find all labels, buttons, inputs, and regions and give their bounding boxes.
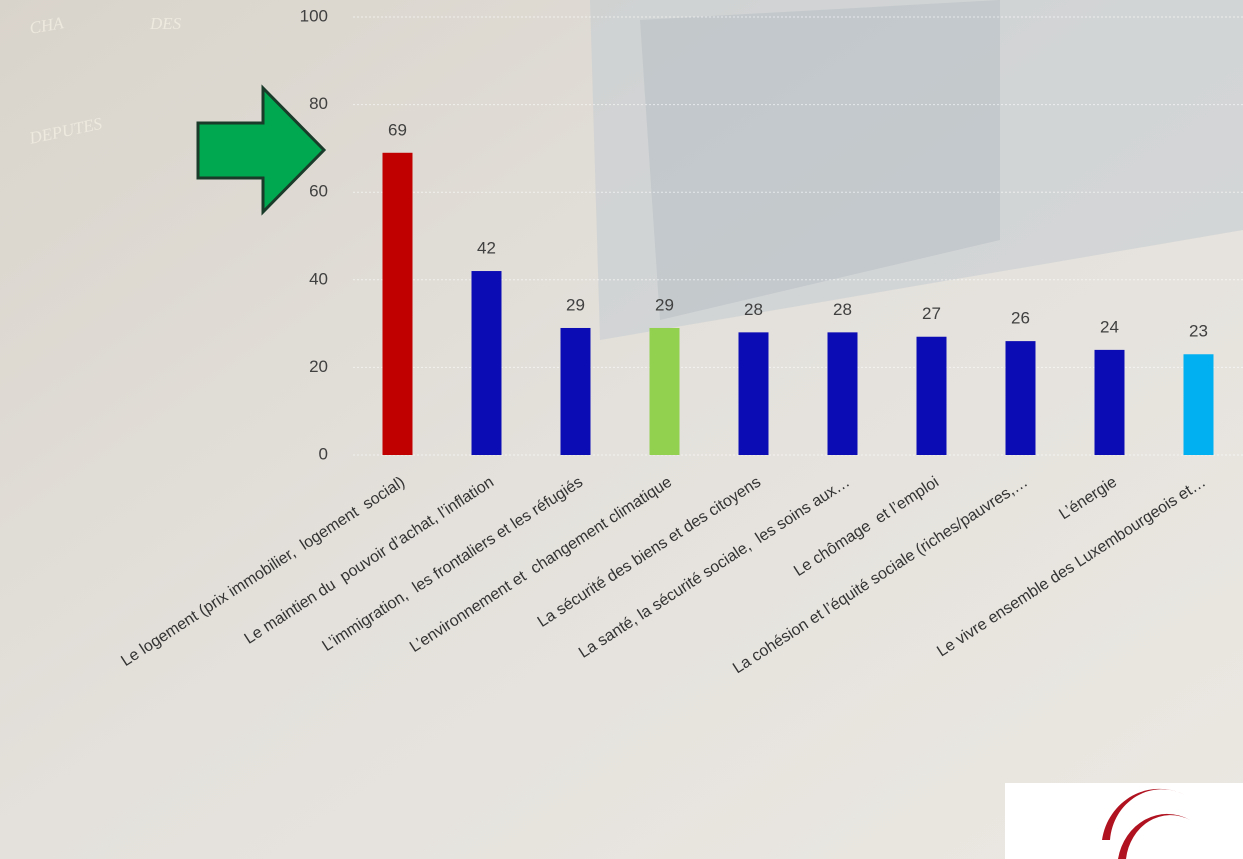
value-label: 23 bbox=[1189, 322, 1208, 341]
value-label: 28 bbox=[833, 300, 852, 319]
value-label: 27 bbox=[922, 304, 941, 323]
y-tick-label: 40 bbox=[309, 269, 328, 288]
value-label: 69 bbox=[388, 120, 407, 139]
value-label: 29 bbox=[566, 295, 585, 314]
value-label: 42 bbox=[477, 239, 496, 258]
arrow bbox=[196, 84, 327, 216]
window bbox=[640, 0, 1000, 320]
y-tick-label: 60 bbox=[309, 182, 328, 201]
bar bbox=[916, 336, 947, 455]
y-tick-label: 0 bbox=[319, 444, 328, 463]
value-label: 29 bbox=[655, 295, 674, 314]
value-label: 26 bbox=[1011, 309, 1030, 328]
value-label: 24 bbox=[1100, 317, 1119, 336]
y-tick-label: 20 bbox=[309, 357, 328, 376]
bar bbox=[827, 332, 858, 455]
bar bbox=[738, 332, 769, 455]
y-tick-label: 100 bbox=[300, 6, 328, 25]
bar bbox=[649, 327, 680, 455]
bar bbox=[1005, 341, 1036, 455]
bar bbox=[1183, 354, 1214, 455]
bar bbox=[471, 271, 502, 455]
logo bbox=[1118, 813, 1190, 859]
bar bbox=[382, 152, 413, 455]
y-tick-label: 80 bbox=[309, 94, 328, 113]
value-label: 28 bbox=[744, 300, 763, 319]
logo bbox=[1102, 788, 1185, 840]
bg-text: DES bbox=[149, 14, 182, 33]
bar bbox=[560, 327, 591, 455]
bar bbox=[1094, 349, 1125, 455]
